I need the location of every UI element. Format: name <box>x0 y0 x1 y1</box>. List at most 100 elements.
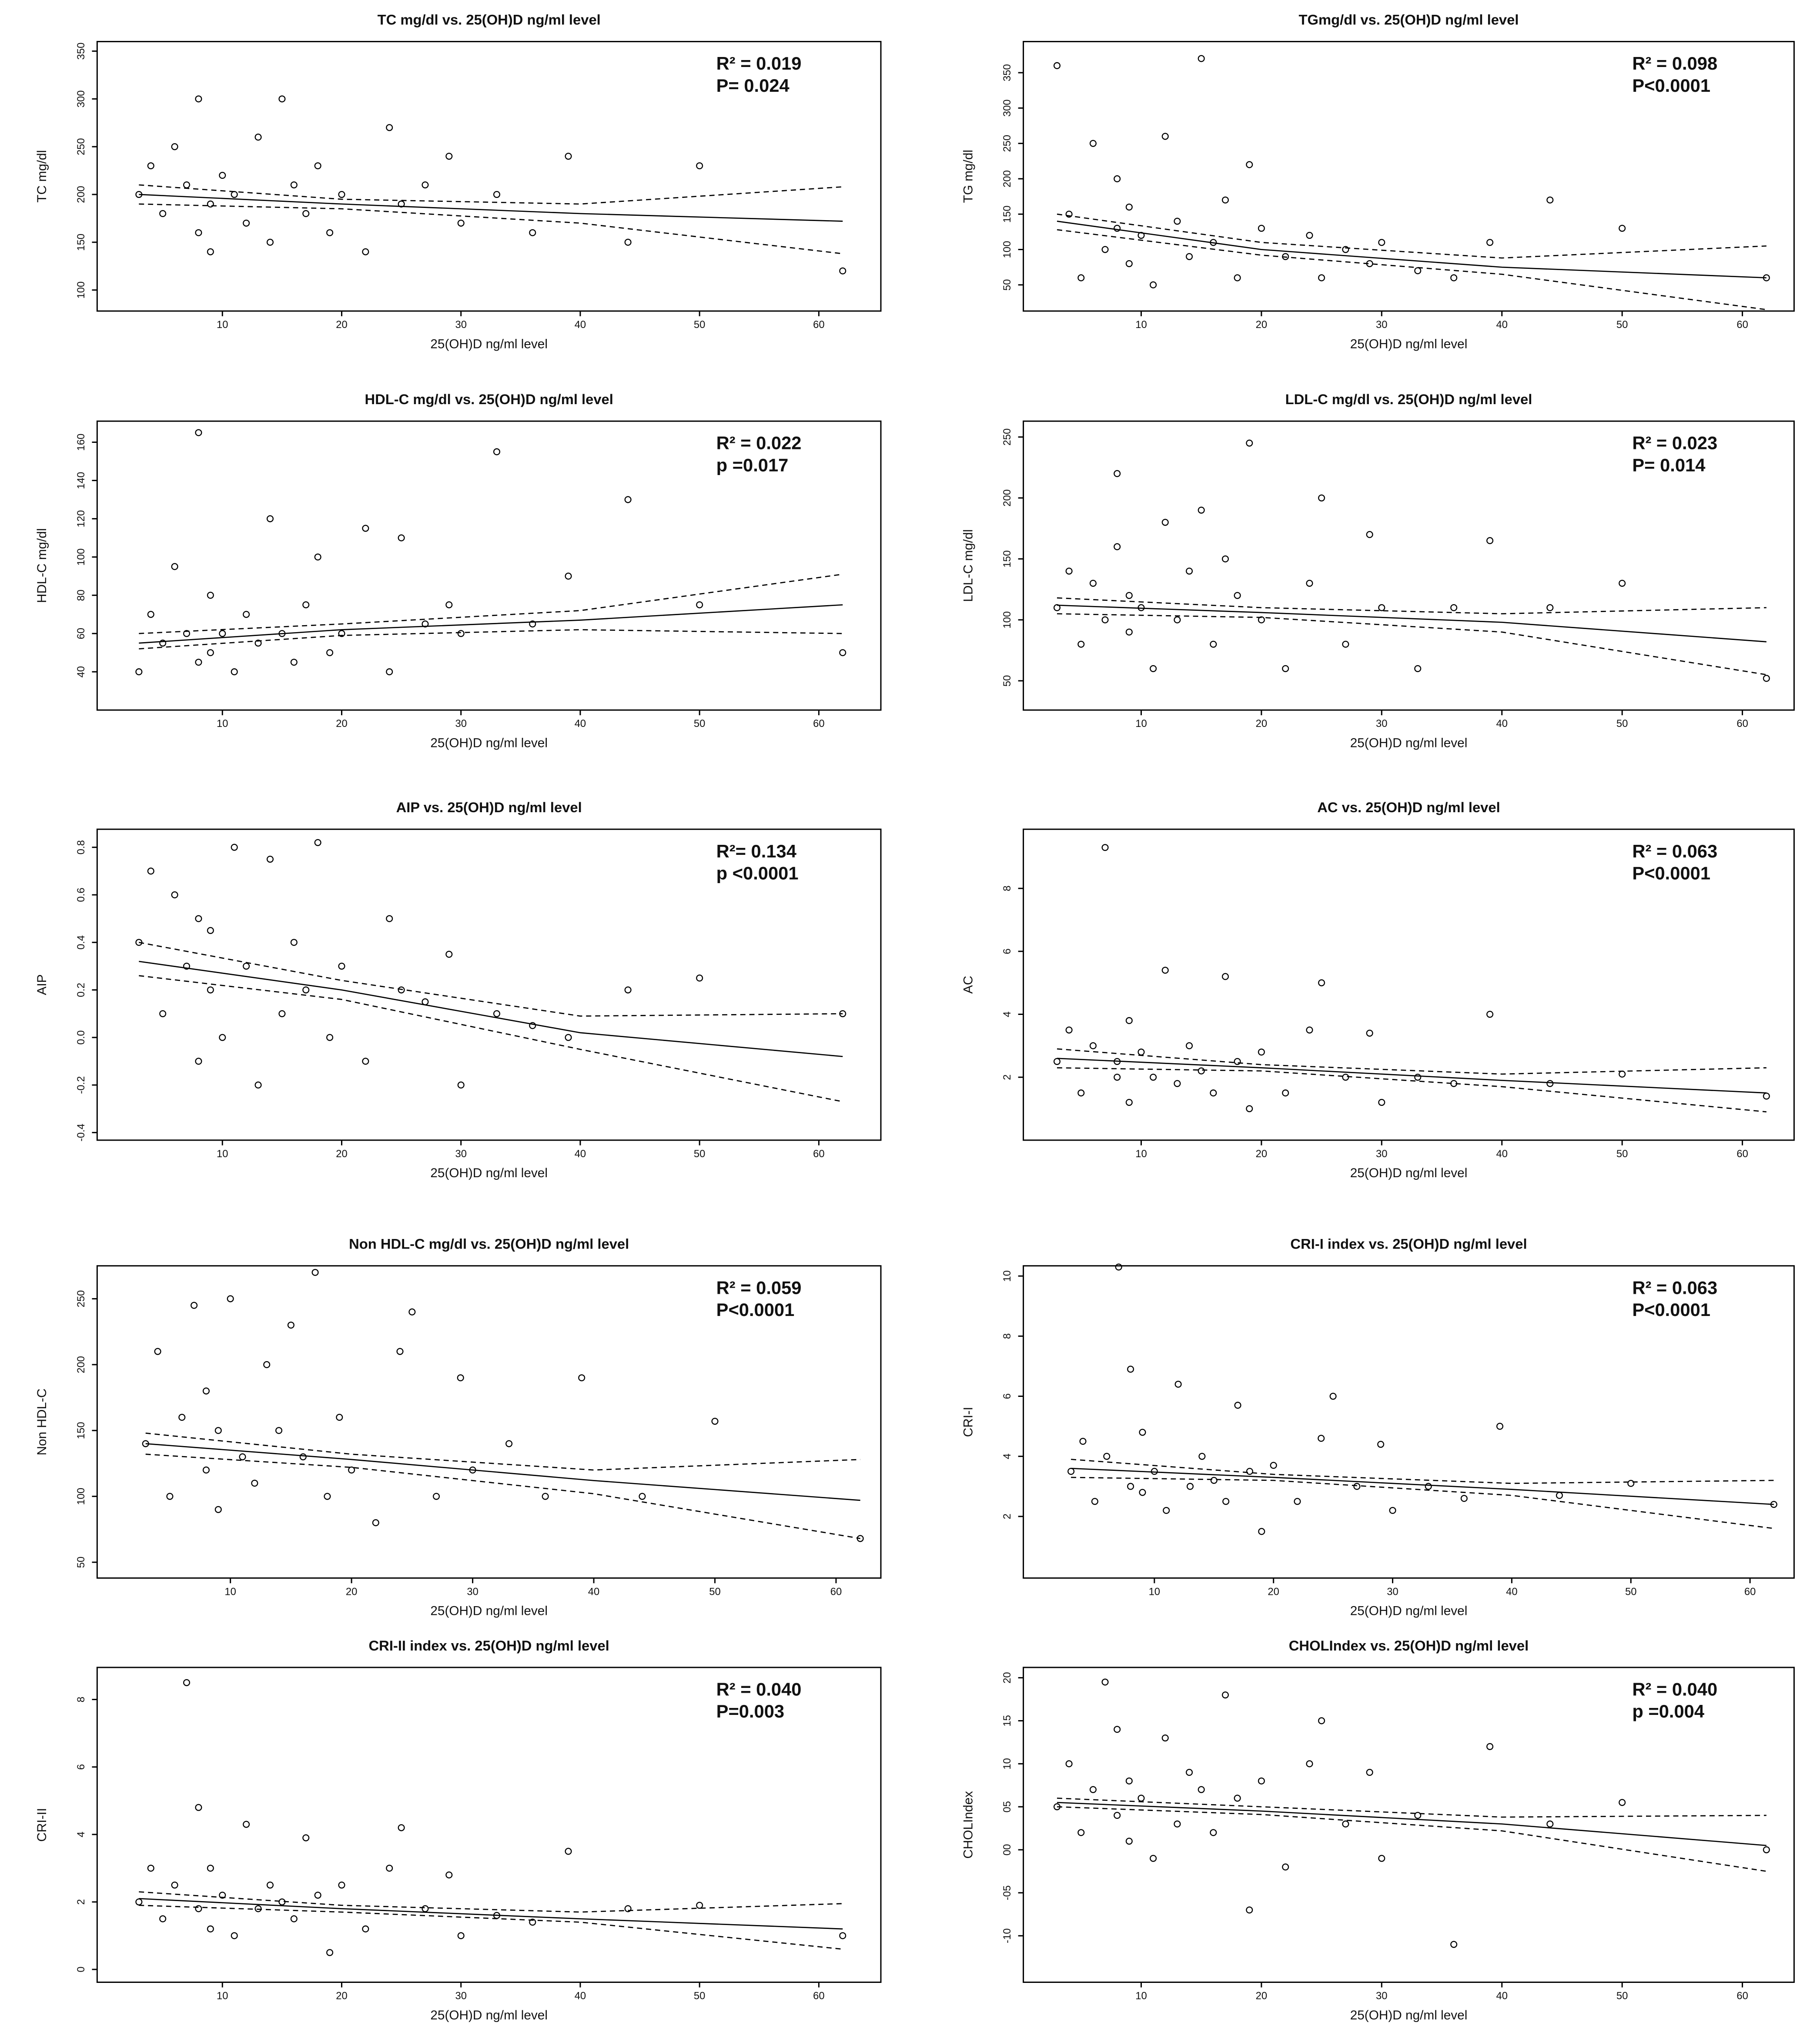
data-point <box>1065 567 1073 575</box>
x-tick-label: 40 <box>588 1586 600 1597</box>
data-point <box>422 620 429 628</box>
data-point <box>624 496 632 503</box>
data-point <box>195 229 202 236</box>
x-tick-label: 30 <box>455 718 467 730</box>
annotation: R² = 0.023 <box>1632 433 1717 453</box>
y-tick-label: 0.6 <box>75 887 87 902</box>
annotation: R² = 0.019 <box>716 53 802 74</box>
x-tick-label: 40 <box>1496 718 1508 730</box>
plot-frame <box>1023 420 1795 711</box>
data-point <box>1329 1393 1337 1400</box>
data-point <box>1161 967 1169 974</box>
data-point <box>1174 218 1181 225</box>
data-point <box>1389 1507 1396 1514</box>
data-point <box>1318 1717 1325 1724</box>
y-tick-label: -0.4 <box>75 1124 87 1142</box>
data-point <box>135 1898 143 1905</box>
x-tick-label: 10 <box>217 319 228 331</box>
data-point <box>422 1905 429 1912</box>
data-point <box>1053 1058 1061 1065</box>
chart-title: CRI-II index vs. 25(OH)D ng/ml level <box>369 1637 609 1654</box>
plot-frame <box>1023 41 1795 312</box>
data-point <box>1246 161 1253 168</box>
x-axis-label: 25(OH)D ng/ml level <box>430 337 548 351</box>
data-point <box>1414 1074 1422 1081</box>
plot-frame <box>1023 828 1795 1141</box>
ci-upper-line <box>145 1432 860 1471</box>
data-point <box>445 601 453 609</box>
ci-lower-line <box>139 975 843 1102</box>
annotation: P= 0.024 <box>716 75 790 96</box>
data-point <box>1198 55 1205 62</box>
data-point <box>1161 519 1169 526</box>
data-point <box>1198 1067 1205 1075</box>
ci-lower-line <box>1071 1477 1774 1529</box>
y-tick-label: 6 <box>1001 1393 1013 1399</box>
data-point <box>290 1915 298 1922</box>
data-point <box>266 238 274 246</box>
data-point <box>1306 579 1313 587</box>
x-tick-label: 50 <box>1625 1586 1637 1597</box>
data-point <box>207 248 214 255</box>
plot-frame <box>1023 1265 1795 1579</box>
chart-title: AIP vs. 25(OH)D ng/ml level <box>396 799 582 815</box>
data-point <box>529 620 536 628</box>
data-point <box>1114 470 1121 477</box>
x-tick-label: 50 <box>1616 718 1628 730</box>
data-point <box>1139 1489 1146 1496</box>
data-point <box>147 1865 154 1872</box>
data-point <box>372 1519 379 1527</box>
data-point <box>696 1902 703 1909</box>
data-point <box>207 592 214 599</box>
data-point <box>1053 62 1061 69</box>
data-point <box>1282 665 1289 672</box>
data-point <box>159 210 167 217</box>
x-tick-label: 20 <box>1268 1586 1279 1597</box>
data-point <box>624 238 632 246</box>
y-tick-label: 4 <box>75 1831 87 1837</box>
data-point <box>1114 1811 1121 1819</box>
y-tick-label: 50 <box>75 1557 87 1568</box>
data-point <box>493 1010 501 1018</box>
y-tick-label: 2 <box>75 1899 87 1905</box>
data-point <box>254 134 262 141</box>
y-tick-label: 100 <box>75 1488 87 1505</box>
data-point <box>839 1010 846 1018</box>
data-point <box>1174 1380 1182 1388</box>
plot-frame <box>96 420 882 711</box>
data-point <box>493 191 501 198</box>
data-point <box>183 630 191 637</box>
data-point <box>1318 1435 1325 1442</box>
data-point <box>1079 1438 1087 1445</box>
data-point <box>195 659 202 666</box>
x-tick-label: 30 <box>455 1990 467 2002</box>
y-tick-label: 0.2 <box>75 983 87 997</box>
data-point <box>578 1374 585 1382</box>
data-point <box>254 1905 262 1912</box>
data-point <box>565 153 572 160</box>
x-tick-label: 60 <box>1736 718 1748 730</box>
data-point <box>457 219 465 227</box>
data-point <box>1546 1820 1554 1828</box>
data-point <box>711 1418 719 1425</box>
data-point <box>1089 1042 1097 1049</box>
y-tick-label: 40 <box>75 666 87 678</box>
data-point <box>565 573 572 580</box>
data-point <box>266 855 274 863</box>
x-axis-label: 25(OH)D ng/ml level <box>1350 1166 1468 1180</box>
data-point <box>1185 567 1193 575</box>
data-point <box>432 1493 440 1500</box>
x-tick-label: 60 <box>1736 319 1748 331</box>
data-point <box>1089 579 1097 587</box>
data-point <box>1139 1429 1146 1436</box>
data-point <box>1114 1726 1121 1733</box>
data-point <box>231 668 238 676</box>
data-point <box>1282 1089 1289 1097</box>
x-tick-label: 10 <box>224 1586 236 1597</box>
data-point <box>1222 1498 1230 1505</box>
data-point <box>1366 1769 1373 1776</box>
data-point <box>362 248 369 255</box>
x-tick-label: 60 <box>1736 1990 1748 2002</box>
data-point <box>386 124 393 131</box>
data-point <box>171 563 178 570</box>
